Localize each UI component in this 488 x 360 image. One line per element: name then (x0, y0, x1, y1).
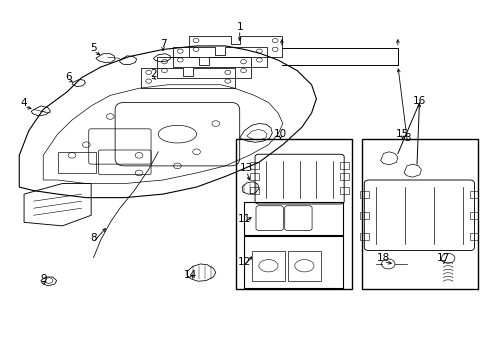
Text: 14: 14 (184, 270, 197, 280)
Text: 10: 10 (273, 129, 286, 139)
Bar (235, 139, 351, 289)
Text: 4: 4 (20, 98, 27, 108)
Text: 8: 8 (90, 233, 97, 243)
Bar (360, 212, 368, 219)
Text: 16: 16 (412, 96, 425, 105)
Bar (250, 162, 258, 170)
Text: 13: 13 (240, 163, 253, 173)
Text: 2: 2 (150, 69, 157, 79)
Bar (287, 251, 321, 280)
Bar (360, 190, 368, 198)
Text: 11: 11 (237, 214, 251, 224)
Text: 9: 9 (40, 274, 46, 284)
Bar (469, 212, 477, 219)
Text: 1: 1 (236, 22, 243, 32)
Text: 3: 3 (403, 133, 410, 143)
Bar (243, 237, 342, 288)
Bar (58, 152, 96, 173)
Bar (360, 233, 368, 240)
Text: 6: 6 (65, 72, 72, 82)
Text: 15: 15 (395, 129, 408, 139)
Text: 17: 17 (436, 253, 449, 263)
Bar (469, 233, 477, 240)
Bar (340, 173, 348, 180)
Bar (469, 190, 477, 198)
Bar (340, 187, 348, 194)
Bar (340, 162, 348, 170)
Bar (243, 202, 342, 235)
Bar (250, 187, 258, 194)
Bar (251, 251, 285, 280)
Text: 7: 7 (160, 39, 166, 49)
Bar (361, 139, 477, 289)
Bar (250, 173, 258, 180)
Text: 5: 5 (90, 43, 97, 53)
Text: 18: 18 (376, 253, 389, 263)
Text: 12: 12 (237, 257, 251, 267)
